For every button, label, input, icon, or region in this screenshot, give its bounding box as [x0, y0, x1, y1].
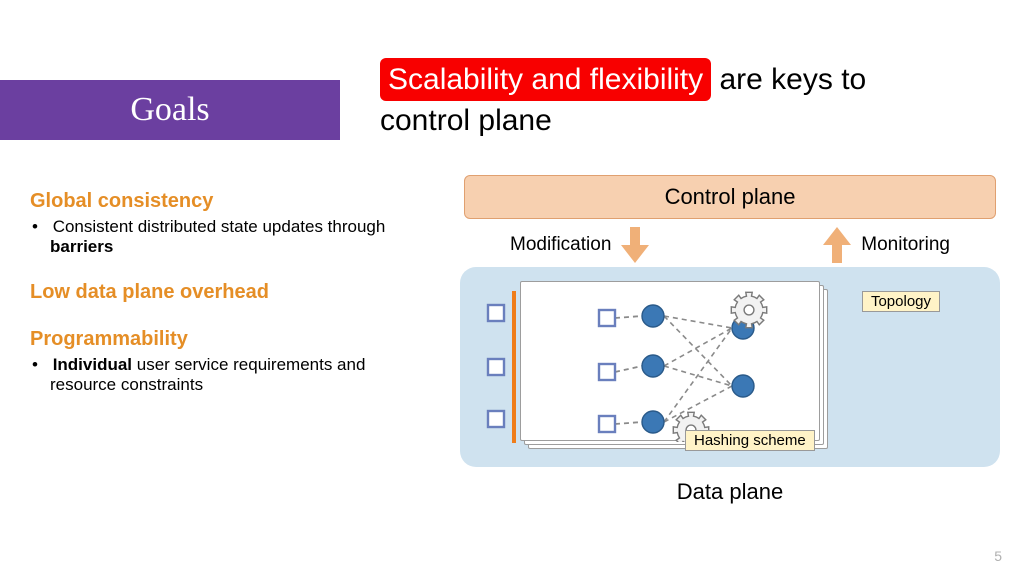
goal-head-1: Low data plane overhead — [30, 281, 430, 304]
arrow-up-icon — [823, 227, 851, 263]
goal-body-2: Individual user service requirements and… — [50, 355, 430, 395]
hashing-tag: Hashing scheme — [685, 430, 815, 451]
goal-body-0: Consistent distributed state updates thr… — [50, 217, 430, 257]
modification-label: Modification — [510, 234, 611, 256]
headline-highlight: Scalability and flexibility — [380, 58, 711, 101]
monitoring-label: Monitoring — [861, 234, 950, 256]
outer-svg — [468, 277, 568, 457]
arrow-down-icon — [621, 227, 649, 263]
diagram: Control plane Modification Monitoring To… — [460, 175, 1000, 467]
page-number: 5 — [994, 548, 1002, 564]
data-plane-label: Data plane — [677, 479, 783, 505]
topology-tag: Topology — [862, 291, 940, 312]
control-plane-box: Control plane — [464, 175, 996, 219]
slide-title: Goals — [0, 80, 340, 140]
goals-list: Global consistency Consistent distribute… — [30, 190, 430, 419]
headline-rest2: control plane — [380, 104, 552, 137]
goal-head-0: Global consistency — [30, 190, 430, 213]
arrows-row: Modification Monitoring — [460, 227, 1000, 267]
goal-head-2: Programmability — [30, 328, 430, 351]
headline: Scalability and flexibility are keys to … — [380, 58, 1000, 140]
data-plane-box: Topology Hashing scheme Data plane — [460, 267, 1000, 467]
headline-rest1: are keys to — [711, 63, 866, 96]
